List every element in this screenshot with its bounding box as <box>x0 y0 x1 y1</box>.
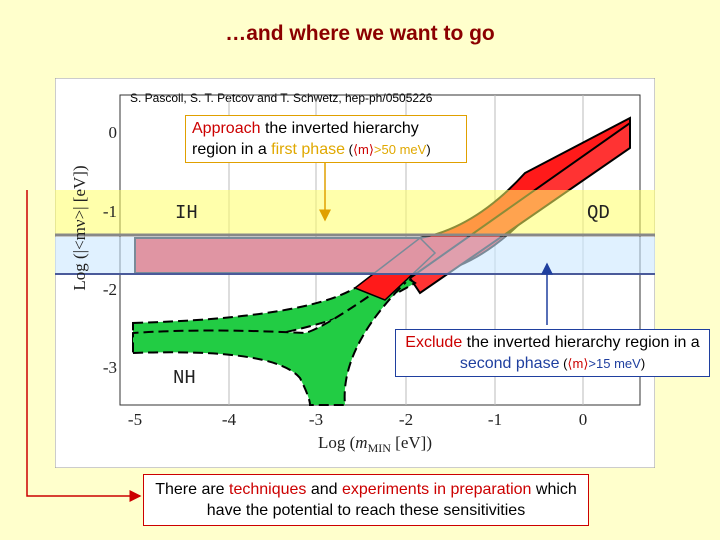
text-run: first phase <box>271 141 345 158</box>
text-run: >15 meV <box>588 356 641 371</box>
x-tick-label: -2 <box>399 410 413 429</box>
text-run: ⟨m⟩ <box>352 142 374 157</box>
y-tick-label: 0 <box>109 123 118 142</box>
plot: S. Pascoli, S. T. Petcov and T. Schwetz,… <box>55 78 655 468</box>
callout-first-phase: Approach the inverted hierarchy region i… <box>185 115 467 163</box>
y-tick-label: -2 <box>103 280 117 299</box>
text-run: MIN <box>368 441 392 455</box>
text-run: ( <box>344 142 353 157</box>
callout-second-phase: Exclude the inverted hierarchy region in… <box>395 329 710 377</box>
text-run: experiments in preparation <box>342 481 532 498</box>
x-tick-label: -5 <box>128 410 142 429</box>
text-run: and <box>306 481 342 498</box>
y-tick-label: -1 <box>103 202 117 221</box>
x-tick-label: 0 <box>579 410 588 429</box>
first-phase-strip <box>55 190 655 235</box>
text-run: the inverted hierarchy region in a <box>192 120 419 158</box>
text-run: ) <box>640 356 646 371</box>
text-run: >50 meV <box>373 142 427 157</box>
text-run: ( <box>559 356 568 371</box>
text-run: ⟨m⟩ <box>567 356 589 371</box>
region-label: QD <box>587 202 610 224</box>
text-run: techniques <box>229 481 307 498</box>
region-label: NH <box>173 367 196 389</box>
nh-lower-band <box>132 276 407 406</box>
x-tick-label: -1 <box>488 410 502 429</box>
second-phase-strip <box>55 237 655 275</box>
x-tick-label: -3 <box>309 410 323 429</box>
x-axis-label: Log (mMIN [eV]) <box>318 433 432 455</box>
y-tick-label: -3 <box>103 358 117 377</box>
text-run: which have the potential to reach these … <box>206 481 577 519</box>
arrow <box>26 190 142 502</box>
text-run: second phase <box>459 355 560 372</box>
region-label: IH <box>175 202 198 224</box>
slide-title: …and where we want to go <box>225 22 495 45</box>
text-run: the inverted hierarchy region in a <box>462 334 700 351</box>
x-tick-label: -4 <box>222 410 237 429</box>
y-axis-label: Log (|<mν>| [eV]) <box>70 165 89 290</box>
text-run: Exclude <box>405 334 463 351</box>
text-run: Log ( <box>318 433 356 452</box>
text-run: m <box>355 433 367 452</box>
text-run: ) <box>426 142 431 157</box>
text-run: There are <box>155 481 230 498</box>
text-run: [eV]) <box>391 433 432 452</box>
footer-note: There are techniques and experiments in … <box>143 474 589 526</box>
text-run: Approach <box>192 120 261 137</box>
